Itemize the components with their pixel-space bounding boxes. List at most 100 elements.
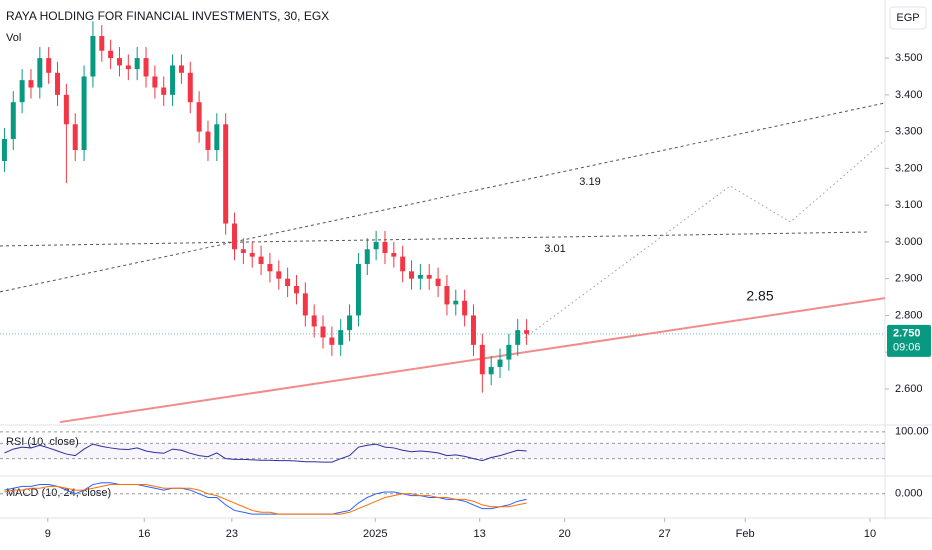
candle-body [55,72,61,95]
candle-body [143,58,149,77]
candle-body [462,300,468,316]
candle-body [426,275,432,279]
candle-body [285,278,291,287]
candle-body [10,102,16,139]
candle-body [99,36,105,51]
candle-body [364,249,370,264]
candle-body [1,138,7,162]
volume-label: Vol [6,32,21,44]
candle-body [108,50,114,59]
candle-body [453,300,459,305]
indicator-tick-label: 0.000 [895,488,923,500]
candle-body [479,344,485,375]
indicator-title: MACD (10, 24, close) [6,487,111,499]
candle-body [417,275,423,279]
candle-body [72,124,78,150]
candle-body [258,256,264,264]
y-tick-label: 3.100 [895,199,923,211]
indicator-title: RSI (10, close) [6,436,79,448]
candle-body [267,263,273,272]
x-tick-label: 23 [226,528,238,540]
candle-body [187,72,193,103]
y-tick-label: 2.600 [895,383,923,395]
x-tick-label: 13 [474,528,486,540]
candle-body [329,337,335,345]
trendline-label: 3.19 [579,176,600,188]
chart-title: RAYA HOLDING FOR FINANCIAL INVESTMENTS, … [6,9,329,23]
candle-body [435,278,441,287]
candle-body [46,58,52,73]
candle-body [37,58,43,88]
candle-body [232,223,238,250]
x-tick-label: 27 [659,528,671,540]
currency[interactable]: EGP [896,12,919,24]
trendline [60,297,886,424]
x-tick-label: 2025 [363,528,387,540]
candle-body [152,76,158,88]
candle-body [28,80,34,88]
candle-body [506,344,512,360]
y-tick-label: 3.500 [895,52,923,64]
candle-body [90,36,96,77]
indicator-band [0,443,885,459]
candle-body [223,124,229,224]
candle-body [81,76,87,150]
x-tick-label: 16 [138,528,150,540]
last-price: 2.750 [893,328,921,340]
currency-button[interactable] [889,6,927,30]
candle-body [302,293,308,316]
candle-body [19,80,25,103]
candle-body [470,315,476,345]
trendline [524,139,886,339]
trendline-label: 3.01 [544,243,565,255]
candle-body [293,286,299,294]
x-tick-label: 9 [45,528,51,540]
candle-body [205,131,211,150]
candle-body [125,65,131,70]
indicator-line [4,443,527,463]
candle-body [214,124,220,150]
candle-body [488,366,494,375]
indicator-tick-label: 100.00 [895,426,929,438]
candle-body [382,241,388,253]
y-tick-label: 2.800 [895,309,923,321]
y-tick-label: 3.200 [895,162,923,174]
y-tick-label: 2.900 [895,273,923,285]
candle-body [515,330,521,345]
candle-body [134,58,140,70]
candle-body [63,94,69,125]
candle-body [355,263,361,316]
candle-body [311,315,317,327]
x-tick-label: Feb [736,528,755,540]
trendline-label: 2.85 [746,288,773,304]
candle-body [116,58,122,66]
candle-body [409,271,415,279]
candle-body [276,271,282,279]
candle-body [400,256,406,272]
candle-body [524,330,530,334]
trendline [0,102,886,293]
indicator-line [4,484,527,515]
candle-body [196,102,202,132]
trendline [0,231,870,247]
y-tick-label: 3.300 [895,126,923,138]
candle-body [347,315,353,331]
countdown: 09:06 [893,342,921,354]
y-tick-label: 3.000 [895,236,923,248]
y-tick-label: 3.400 [895,89,923,101]
x-tick-label: 10 [864,528,876,540]
candle-body [161,87,167,95]
candle-body [391,252,397,257]
candle-body [320,326,326,338]
candle-body [178,65,184,73]
candle-body [497,359,503,367]
last-price-tag [887,324,931,357]
x-tick-label: 20 [559,528,571,540]
candle-body [240,249,246,253]
candle-body [338,330,344,345]
candle-body [249,252,255,257]
candle-body [373,241,379,250]
candle-body [444,286,450,305]
